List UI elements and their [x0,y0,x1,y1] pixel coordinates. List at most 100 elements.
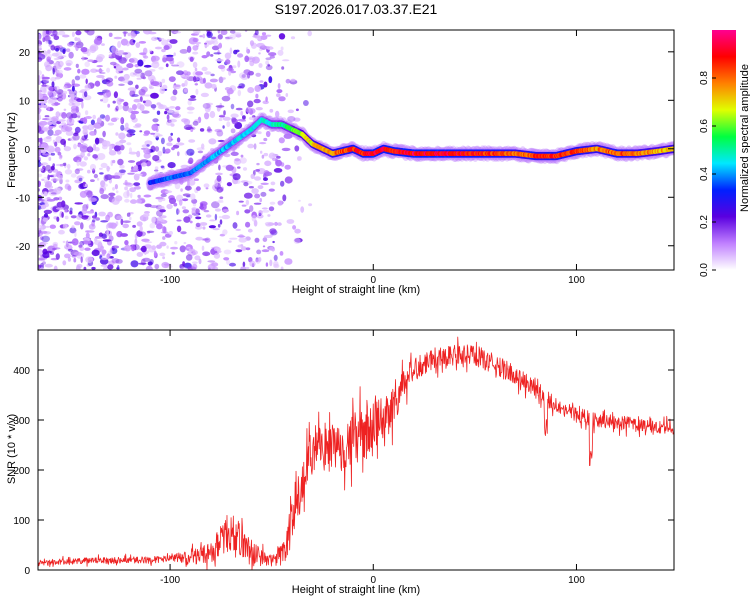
noise-speckle [122,104,129,112]
noise-speckle [100,99,103,102]
noise-speckle [144,70,153,77]
noise-speckle [202,251,211,257]
noise-speckle [54,76,61,80]
noise-speckle [53,57,60,61]
noise-speckle [255,72,261,77]
noise-speckle [284,258,293,265]
noise-speckle [131,94,139,97]
noise-speckle [41,76,51,80]
noise-speckle [154,46,163,50]
noise-speckle [75,63,79,68]
noise-speckle [115,259,123,264]
noise-speckle [92,168,96,174]
noise-speckle [195,222,201,228]
noise-speckle [160,165,165,169]
noise-speckle [195,88,199,95]
noise-speckle [87,124,95,131]
noise-speckle [243,192,253,199]
noise-speckle [58,30,66,36]
noise-speckle [187,99,192,106]
noise-speckle [123,73,130,80]
noise-speckle [130,199,137,204]
noise-speckle [171,147,175,151]
noise-speckle [38,173,43,178]
noise-speckle [120,117,124,124]
noise-speckle [143,64,152,68]
noise-speckle [100,194,109,200]
noise-speckle [201,245,205,251]
noise-speckle [174,84,181,87]
noise-speckle [122,67,129,71]
noise-speckle [165,56,174,62]
noise-speckle [144,140,153,146]
noise-speckle [152,118,159,123]
noise-speckle [247,228,253,233]
noise-speckle [186,148,195,156]
noise-speckle [64,246,73,250]
noise-speckle [146,230,155,233]
noise-speckle [49,191,58,196]
colorbar-ticks: 0.0 0.2 0.4 0.6 0.8 [699,71,716,277]
noise-speckle [38,161,42,168]
noise-speckle [216,175,222,182]
noise-speckle [285,78,291,84]
noise-speckle [64,253,71,259]
noise-speckle [135,84,139,90]
noise-speckle [224,36,233,39]
noise-speckle [63,67,72,71]
noise-speckle [81,135,87,141]
noise-speckle [192,261,198,265]
noise-speckle [134,185,141,190]
noise-speckle [126,142,132,146]
noise-speckle [70,215,77,219]
noise-speckle [127,87,137,91]
noise-speckle [206,128,213,132]
noise-speckle [256,214,264,219]
noise-speckle [212,228,220,231]
noise-speckle [45,64,53,72]
noise-speckle [225,164,234,171]
noise-speckle [230,151,239,156]
noise-speckle [93,173,98,179]
noise-speckle [204,42,207,45]
noise-speckle [73,132,79,137]
noise-speckle [194,67,198,72]
noise-speckle [99,114,106,119]
noise-speckle [50,45,56,51]
noise-speckle [170,246,179,250]
noise-speckle [38,125,42,133]
noise-speckle [277,222,282,226]
noise-speckle [147,261,153,266]
noise-speckle [140,162,147,167]
noise-speckle [286,219,295,224]
noise-speckle [170,138,174,141]
noise-speckle [76,98,84,102]
noise-speckle [277,83,281,89]
noise-speckle [297,156,302,161]
noise-speckle [207,260,216,263]
noise-speckle [235,249,243,253]
noise-speckle [73,143,77,150]
noise-speckle [74,202,83,205]
noise-speckle [74,221,81,226]
noise-speckle [38,53,46,60]
noise-speckle [114,75,118,79]
noise-speckle [108,32,113,37]
noise-speckle [98,211,106,217]
noise-speckle [45,30,50,35]
noise-speckle [293,237,301,244]
noise-speckle [201,55,208,59]
noise-speckle [254,176,261,181]
x-tick-label: 0 [370,575,376,586]
noise-speckle [192,61,198,69]
noise-speckle [143,152,151,159]
noise-speckle [70,173,77,178]
noise-speckle [42,217,49,222]
noise-speckle [154,263,160,270]
noise-speckle [222,209,229,213]
noise-speckle [192,120,199,126]
noise-speckle [156,128,159,132]
noise-speckle [68,101,76,107]
noise-speckle [38,167,45,172]
